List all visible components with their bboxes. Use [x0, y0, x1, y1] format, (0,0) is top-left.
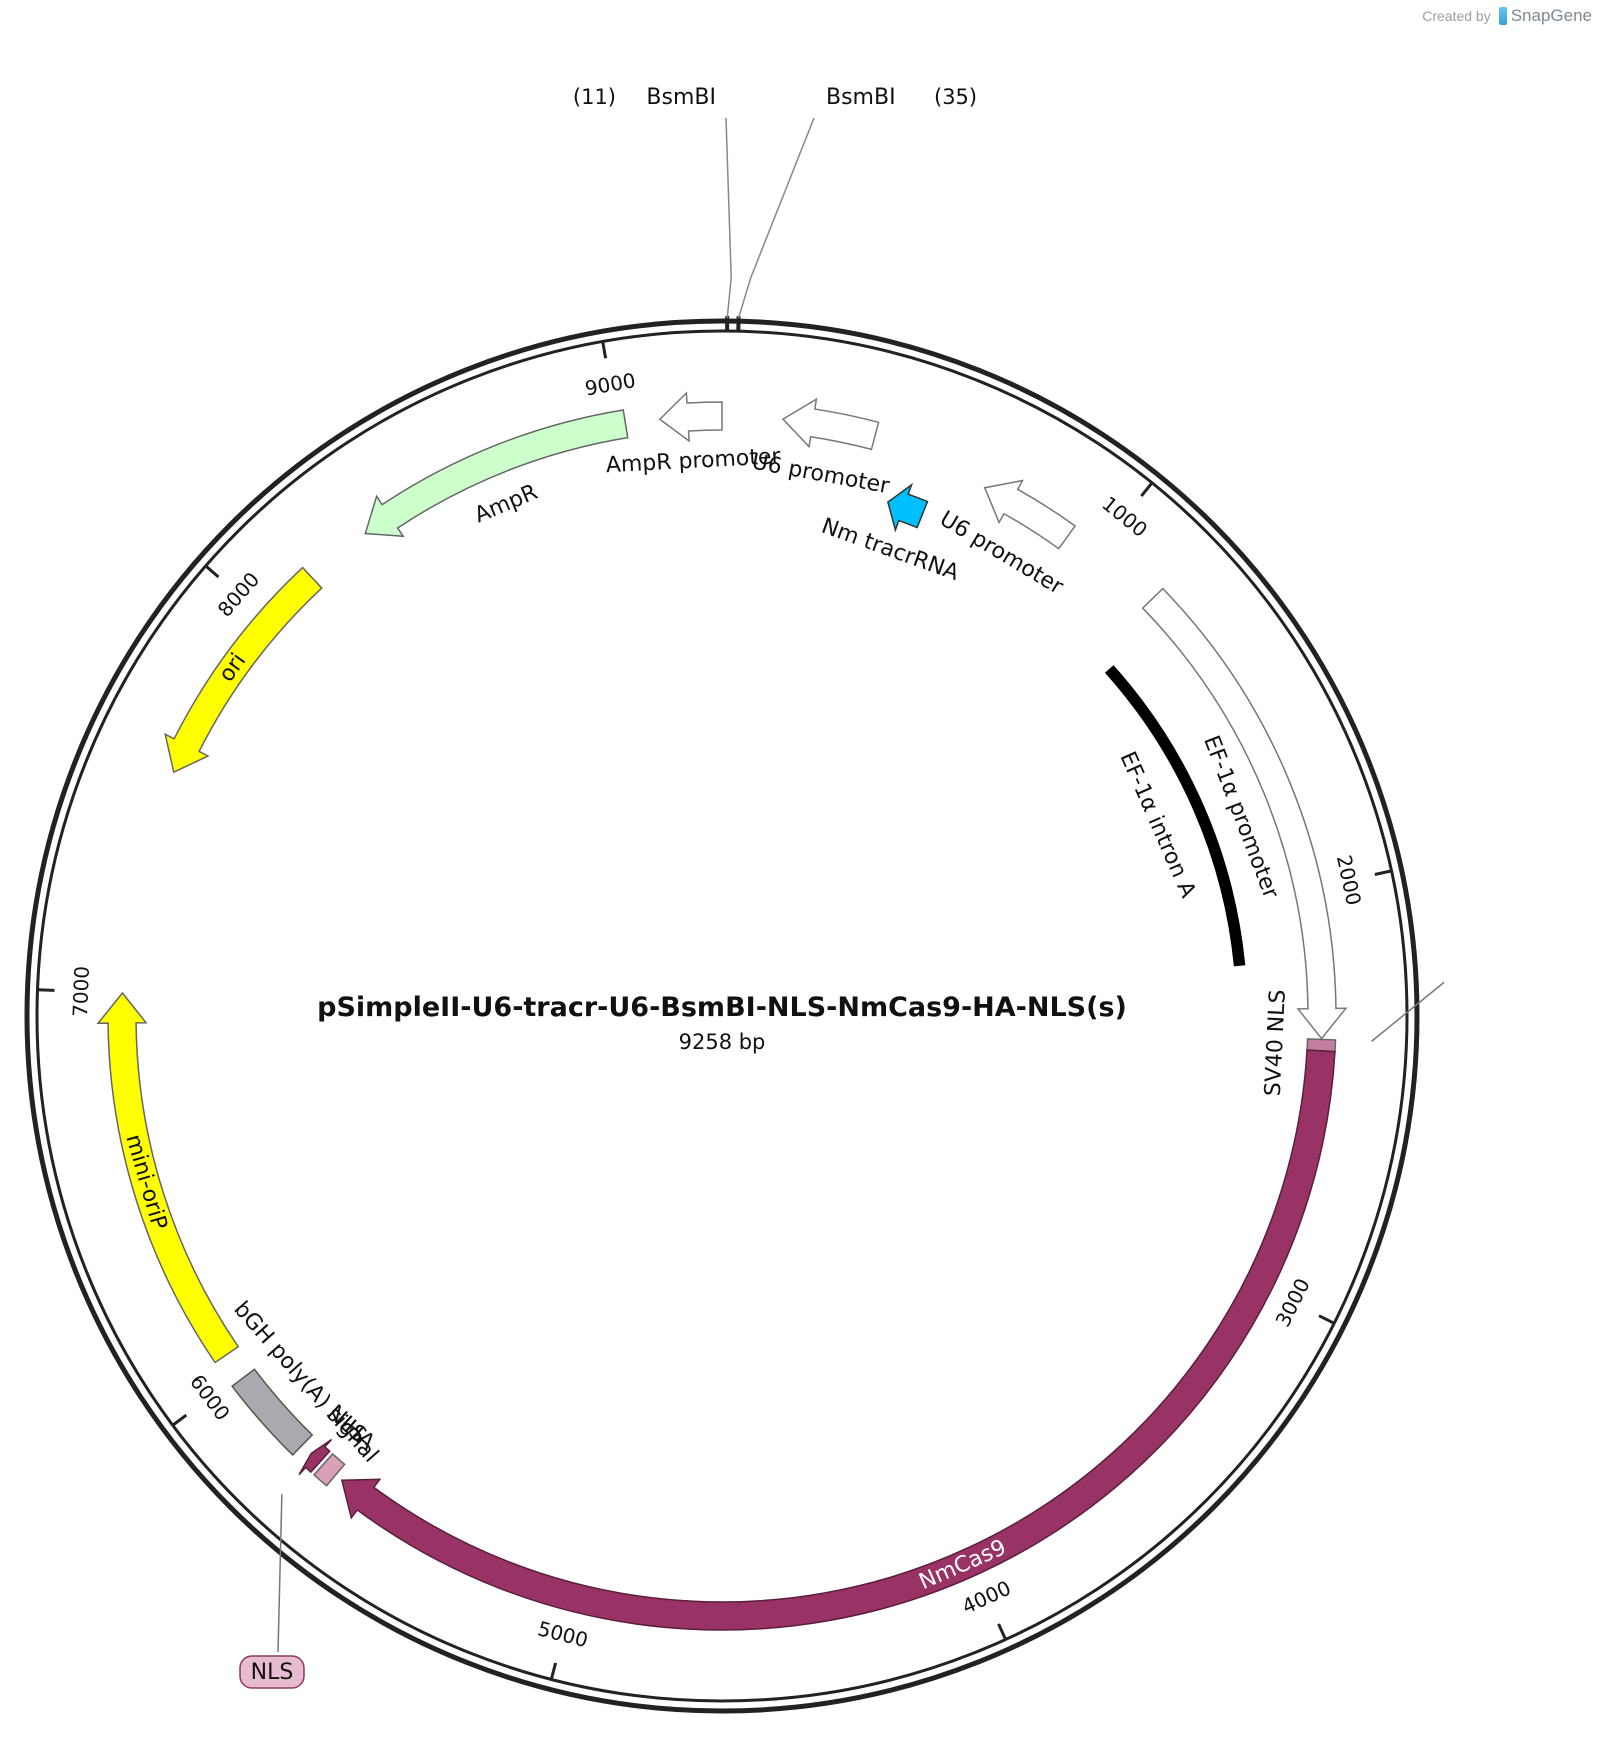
feature-label: AmpR [471, 480, 541, 529]
feature-ampr[interactable] [364, 409, 629, 538]
credit-brand: SnapGene [1510, 6, 1592, 25]
restriction-sites: BsmBI (11) BsmBI (35) [573, 85, 977, 332]
feature-u6-promoter[interactable] [781, 397, 880, 451]
backbone-inner-ring [35, 329, 1409, 1703]
feature-nmcas9[interactable] [340, 1049, 1336, 1631]
ruler-tick-label: 5000 [535, 1616, 590, 1652]
ruler-tick-label: 3000 [1270, 1274, 1314, 1330]
callout-label: NLS [251, 1660, 294, 1685]
feature-ef-1-promoter[interactable] [1141, 587, 1348, 1040]
ruler-tick-mark [1374, 869, 1392, 876]
feature-label: mini-oriP [120, 1132, 171, 1233]
ruler-tick-mark [171, 1413, 188, 1427]
ruler-tick-mark [37, 988, 55, 992]
feature-ampr-promoter[interactable] [658, 391, 723, 443]
snapgene-logo-icon [1498, 7, 1507, 25]
feature-label: EF-1α intron A [1114, 748, 1200, 902]
feature-layer [96, 391, 1348, 1631]
ruler-tick-mark [1318, 1314, 1335, 1325]
site-name[interactable]: BsmBI [826, 85, 896, 110]
plasmid-length: 9258 bp [678, 1030, 766, 1054]
credit-prefix: Created by [1422, 8, 1491, 24]
ruler-tick-label: 7000 [68, 966, 94, 1018]
feature-nls[interactable] [298, 1438, 333, 1476]
ruler-tick-label: 8000 [213, 567, 265, 621]
backbone-outer-ring [24, 318, 1420, 1714]
ruler-tick-label: 2000 [1332, 853, 1366, 908]
feature-bgh-poly-a-signal[interactable] [231, 1368, 314, 1456]
feature-ori[interactable] [164, 566, 323, 774]
ruler-tick-mark [549, 1662, 558, 1680]
site-position: (35) [934, 85, 977, 109]
feature-label: SV40 NLS [1261, 989, 1291, 1097]
feature-ha[interactable] [312, 1452, 346, 1487]
feature-mini-orip[interactable] [96, 991, 240, 1364]
ruler-tick-label: 9000 [583, 368, 637, 401]
site-leader-line [737, 117, 815, 319]
ruler-tick-label: 1000 [1097, 491, 1152, 542]
plasmid-backbone [24, 318, 1420, 1714]
feature-nm-tracrrna[interactable] [886, 482, 929, 533]
ruler-tick-label: 4000 [958, 1576, 1014, 1619]
ruler-tick-label: 6000 [185, 1370, 235, 1425]
ruler-tick-mark [601, 341, 608, 359]
plasmid-name: pSimpleII-U6-tracr-U6-BsmBI-NLS-NmCas9-H… [317, 992, 1127, 1023]
site-position: (11) [573, 85, 616, 109]
callout-leader-line [1371, 981, 1444, 1042]
callout-leader-line [277, 1494, 283, 1653]
ruler-tick-mark [997, 1623, 1007, 1641]
callouts: ATGNLS [239, 981, 1444, 1689]
snapgene-credit: Created by SnapGene [1422, 6, 1592, 26]
ruler-tick-mark [1140, 481, 1154, 497]
ruler-tick-mark [204, 564, 220, 579]
site-name[interactable]: BsmBI [646, 85, 716, 110]
feature-u6-promoter[interactable] [983, 479, 1077, 550]
callout-badge[interactable] [239, 1655, 305, 1689]
feature-ef-1-intron-a[interactable] [1104, 665, 1246, 967]
site-leader-line [725, 117, 732, 319]
